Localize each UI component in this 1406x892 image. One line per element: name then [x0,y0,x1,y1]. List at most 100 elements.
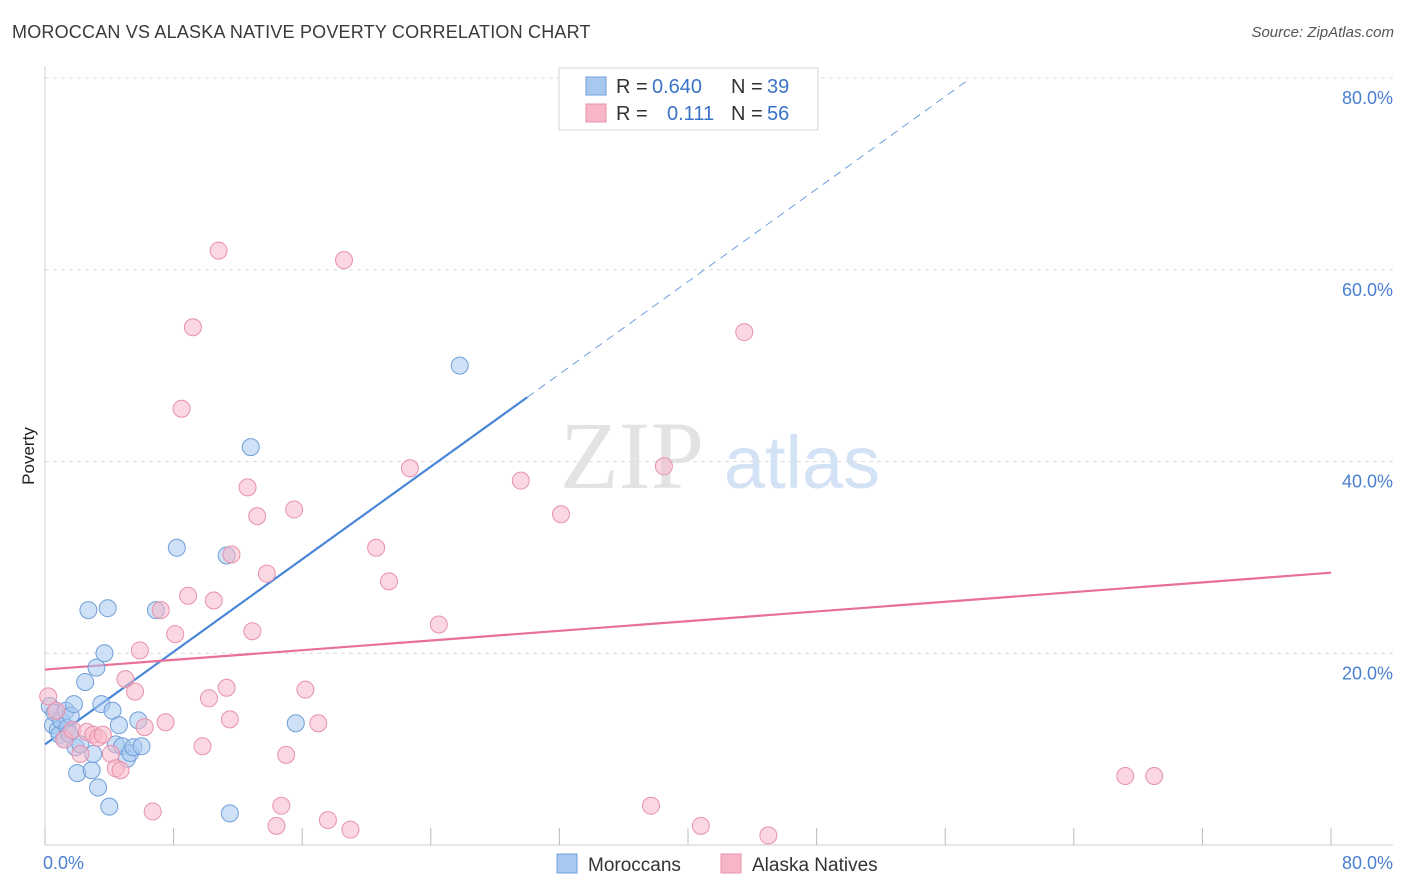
x-tick-label: 0.0% [43,853,84,873]
point-moroccans [79,601,98,620]
point-alaska-natives [151,601,170,620]
legend-swatch-moroccans [585,76,607,96]
point-alaska-natives [204,591,223,610]
trend-line-moroccans [44,396,528,746]
point-moroccans [76,673,95,692]
point-alaska-natives [248,507,267,526]
point-alaska-natives [380,572,399,591]
point-alaska-natives [691,816,710,835]
point-alaska-natives [735,323,754,342]
legend-n-label: N = [731,103,763,125]
point-moroccans [100,797,119,816]
point-alaska-natives [135,718,154,737]
point-moroccans [82,761,101,780]
chart-title: MOROCCAN VS ALASKA NATIVE POVERTY CORREL… [12,22,591,42]
point-moroccans [286,714,305,733]
legend-bottom-swatch-alaska [720,853,742,874]
point-alaska-natives [267,816,286,835]
point-alaska-natives [71,744,90,763]
watermark-zip: ZIP [560,402,704,509]
x-tick-label: 80.0% [1342,853,1393,873]
point-alaska-natives [199,689,218,708]
trend-line-alaska-natives [44,571,1332,671]
point-alaska-natives [93,725,112,744]
point-moroccans [241,438,260,457]
watermark-atlas: atlas [724,421,880,504]
point-alaska-natives [334,251,353,270]
legend-r-value: 0.640 [652,76,702,98]
axes [44,66,1393,846]
point-alaska-natives [243,622,262,641]
point-alaska-natives [179,586,198,605]
point-moroccans [89,778,108,797]
point-alaska-natives [47,701,66,720]
data-points [39,241,1164,845]
y-tick-label: 80.0% [1342,88,1393,108]
point-alaska-natives [285,500,304,519]
point-alaska-natives [277,745,296,764]
point-moroccans [109,716,128,735]
point-alaska-natives [552,505,571,524]
point-alaska-natives [183,318,202,337]
point-moroccans [450,356,469,375]
point-alaska-natives [759,826,778,845]
point-alaska-natives [130,641,149,660]
point-moroccans [64,695,83,714]
point-moroccans [98,599,117,618]
legend-r-value: 0.111 [667,103,714,125]
legend-bottom-label-moroccans: Moroccans [588,855,681,876]
point-alaska-natives [209,241,228,260]
legend-n-value: 56 [767,103,789,125]
legend-top: R = 0.640 N = 39 R = 0.111 N = 56 [558,67,819,131]
point-alaska-natives [116,670,135,689]
point-alaska-natives [193,737,212,756]
legend-bottom-swatch-moroccans [556,853,578,874]
y-tick-label: 40.0% [1342,472,1393,492]
point-alaska-natives [309,714,328,733]
point-alaska-natives [642,796,661,815]
point-alaska-natives [367,538,386,557]
point-alaska-natives [257,564,276,583]
point-alaska-natives [238,478,257,497]
point-alaska-natives [220,710,239,729]
point-alaska-natives [511,471,530,490]
point-alaska-natives [166,625,185,644]
point-alaska-natives [400,459,419,478]
legend-bottom-label-alaska: Alaska Natives [752,855,878,876]
point-alaska-natives [222,545,241,564]
point-alaska-natives [318,811,337,830]
point-alaska-natives [341,820,360,839]
point-alaska-natives [1116,766,1135,785]
point-moroccans [167,538,186,557]
tick-labels: 20.0% 40.0% 60.0% 80.0% 0.0% 80.0% [43,88,1393,873]
point-moroccans [87,658,106,677]
y-axis-label: Poverty [19,427,38,485]
point-moroccans [220,804,239,823]
point-alaska-natives [217,678,236,697]
point-moroccans [95,644,114,663]
point-alaska-natives [654,457,673,476]
point-alaska-natives [172,399,191,418]
point-alaska-natives [296,680,315,699]
legend-bottom: Moroccans Alaska Natives [556,853,878,876]
point-alaska-natives [126,682,145,701]
trend-line-moroccans-extension [526,78,970,398]
point-alaska-natives [39,687,58,706]
legend-r-label: R = [616,103,648,125]
gridlines [45,77,1393,654]
legend-swatch-alaska [585,103,607,123]
y-tick-label: 20.0% [1342,663,1393,683]
source-label: Source: ZipAtlas.com [1251,24,1394,41]
point-alaska-natives [1145,766,1164,785]
legend-r-label: R = [616,76,648,98]
point-alaska-natives [111,761,130,780]
point-moroccans [132,737,151,756]
point-alaska-natives [429,615,448,634]
legend-n-value: 39 [767,76,789,98]
point-alaska-natives [143,802,162,821]
y-tick-label: 60.0% [1342,280,1393,300]
point-alaska-natives [272,796,291,815]
legend-n-label: N = [731,76,763,98]
point-alaska-natives [156,713,175,732]
